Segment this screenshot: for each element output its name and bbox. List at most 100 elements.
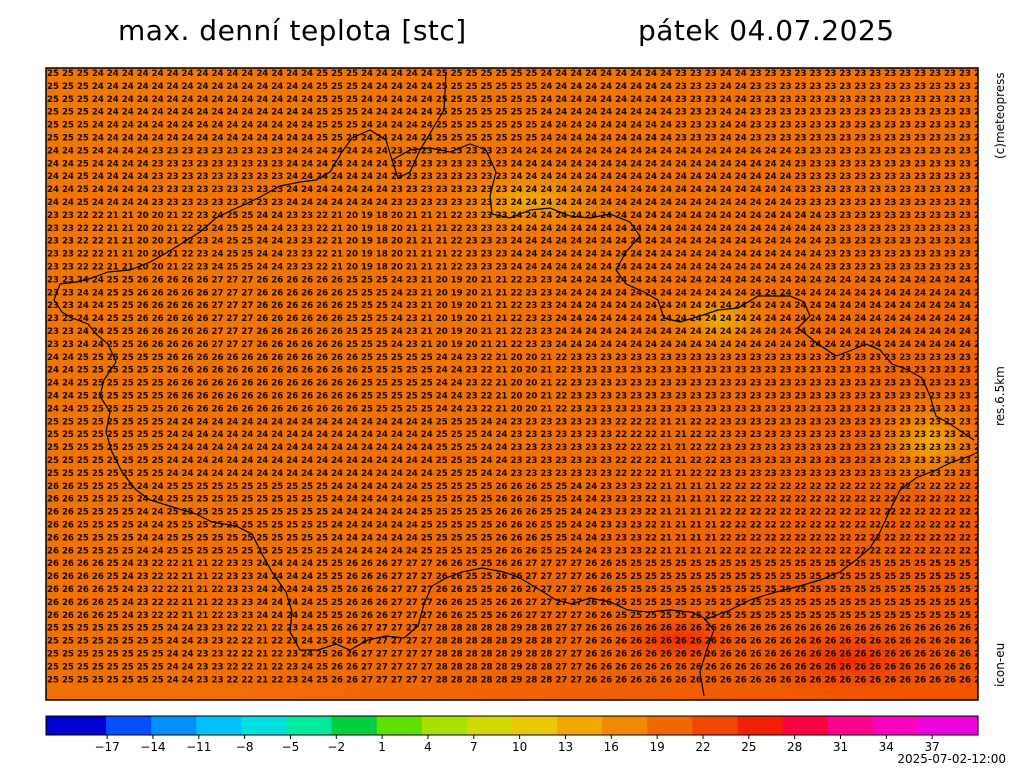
grid-value-row: 25 25 25 25 25 25 25 25 24 24 23 23 22 2… bbox=[47, 650, 1024, 660]
grid-value-row: 26 26 25 25 25 25 24 24 25 25 25 25 25 2… bbox=[47, 495, 1024, 505]
legend-color-cell bbox=[662, 716, 678, 735]
grid-value-row: 25 25 25 24 24 24 24 24 24 24 24 24 24 2… bbox=[47, 121, 1024, 131]
legend-color-cell bbox=[947, 716, 964, 735]
map-title: max. denní teplota [stc] bbox=[118, 14, 467, 47]
legend-color-cell bbox=[572, 716, 588, 735]
legend-color-cell bbox=[737, 716, 754, 735]
grid-value-row: 26 26 25 25 25 25 24 24 25 25 25 25 25 2… bbox=[47, 521, 1024, 531]
legend-tick-label: 25 bbox=[741, 740, 757, 754]
legend-color-cell bbox=[512, 716, 528, 735]
legend-color-cell bbox=[496, 716, 513, 735]
grid-value-row: 23 23 24 24 25 25 26 26 26 26 26 27 27 2… bbox=[47, 340, 1024, 350]
legend-color-cell bbox=[91, 716, 107, 735]
grid-value-row: 25 25 25 24 24 24 24 24 24 24 24 24 24 2… bbox=[47, 69, 1024, 79]
grid-value-row: 26 26 25 25 25 25 24 24 25 25 25 25 25 2… bbox=[47, 482, 1024, 492]
grid-value-row: 25 25 25 24 24 24 24 24 24 24 24 24 24 2… bbox=[47, 108, 1024, 118]
grid-value-row: 25 25 25 25 25 25 25 25 24 24 24 24 24 2… bbox=[47, 456, 1024, 466]
legend-color-cell bbox=[286, 716, 303, 735]
hot-zone bbox=[600, 610, 760, 670]
legend-color-cell bbox=[917, 716, 934, 735]
legend-color-cell bbox=[316, 716, 333, 735]
run-timestamp: 2025-07-02-12:00 bbox=[897, 752, 1006, 766]
grid-value-row: 24 24 25 24 24 24 24 23 23 23 23 23 23 2… bbox=[47, 159, 1024, 169]
legend-color-cell bbox=[707, 716, 724, 735]
legend-tick-label: −5 bbox=[281, 740, 300, 754]
map-frame bbox=[45, 67, 979, 701]
legend-color-cell bbox=[211, 716, 227, 735]
legend-color-cell bbox=[361, 716, 378, 735]
legend-color-cell bbox=[692, 716, 709, 735]
legend-color-cell bbox=[722, 716, 739, 735]
legend-color-cell bbox=[61, 716, 77, 735]
legend-color-cell bbox=[151, 716, 167, 735]
legend-color-cell bbox=[812, 716, 829, 735]
country-borders bbox=[53, 71, 978, 697]
grid-value-row: 24 24 25 24 24 24 24 23 23 23 23 23 23 2… bbox=[47, 185, 1024, 195]
grid-value-row: 25 25 25 24 24 24 24 24 24 24 24 24 24 2… bbox=[47, 134, 1024, 144]
legend-color-cell bbox=[376, 716, 393, 735]
grid-value-row: 25 25 25 24 24 24 24 24 24 24 24 24 24 2… bbox=[47, 95, 1024, 105]
legend-tick-label: 1 bbox=[378, 740, 386, 754]
grid-value-row: 23 23 22 22 21 21 20 20 21 22 23 24 25 2… bbox=[47, 263, 1024, 273]
legend-color-cell bbox=[331, 716, 348, 735]
grid-value-row: 25 25 25 25 25 25 25 25 24 24 24 24 24 2… bbox=[47, 469, 1024, 479]
legend-color-cell bbox=[542, 716, 558, 735]
legend-tick-label: 10 bbox=[511, 740, 528, 754]
hot-zone bbox=[740, 620, 960, 700]
legend-color-cell bbox=[76, 716, 92, 735]
legend-tick-label: 16 bbox=[603, 740, 619, 754]
grid-value-row: 25 25 25 25 25 25 25 25 24 24 24 24 24 2… bbox=[47, 417, 1024, 427]
legend-color-cell bbox=[241, 716, 258, 735]
grid-value-row: 23 23 24 24 25 25 26 26 26 26 26 27 27 2… bbox=[47, 275, 1024, 285]
legend-color-cell bbox=[617, 716, 633, 735]
legend-tick-label: 31 bbox=[832, 740, 849, 754]
legend-color-cell bbox=[842, 716, 859, 735]
cool-zone bbox=[420, 155, 640, 245]
legend-color-cell bbox=[872, 716, 889, 735]
grid-value-row: 24 24 25 24 24 24 24 23 23 23 23 23 23 2… bbox=[47, 146, 1024, 156]
legend-color-cell bbox=[346, 716, 363, 735]
legend-color-cell bbox=[827, 716, 844, 735]
legend-color-cell bbox=[767, 716, 784, 735]
color-legend-frame bbox=[45, 715, 979, 736]
legend-color-cell bbox=[466, 716, 483, 735]
legend-color-cell bbox=[46, 716, 62, 735]
temperature-value-grid: 25 25 25 24 24 24 24 24 24 24 24 24 24 2… bbox=[47, 69, 1024, 685]
legend-tick-label: −11 bbox=[186, 740, 212, 754]
legend-tick-label: 7 bbox=[469, 740, 478, 754]
legend-tick-label: 28 bbox=[787, 740, 803, 754]
legend-color-cell bbox=[481, 716, 498, 735]
grid-value-row: 25 25 25 25 25 25 25 25 24 24 24 24 24 2… bbox=[47, 430, 1024, 440]
legend-tick-label: 37 bbox=[924, 740, 940, 754]
grid-value-row: 24 24 25 25 25 25 25 25 26 26 26 26 26 2… bbox=[47, 379, 1024, 389]
cool-zone bbox=[650, 280, 790, 360]
legend-color-cell bbox=[301, 716, 318, 735]
legend-color-cell bbox=[136, 716, 152, 735]
legend-color-cell bbox=[121, 716, 137, 735]
legend-tick-label: −17 bbox=[94, 740, 120, 754]
grid-value-row: 25 25 25 24 24 24 24 24 24 24 24 24 24 2… bbox=[47, 82, 1024, 92]
grid-value-row: 26 26 26 26 25 24 23 22 22 21 21 22 23 2… bbox=[47, 559, 1024, 569]
grid-value-row: 23 23 22 22 21 21 20 20 21 22 23 24 25 2… bbox=[47, 211, 1024, 221]
grid-value-row: 23 23 22 22 21 21 20 20 21 22 23 24 25 2… bbox=[47, 250, 1024, 260]
legend-color-cell bbox=[166, 716, 182, 735]
legend-color-cell bbox=[782, 716, 799, 735]
legend-tick-label: −8 bbox=[235, 740, 254, 754]
grid-value-row: 24 24 25 24 24 24 24 23 23 23 23 23 23 2… bbox=[47, 198, 1024, 208]
map-date: pátek 04.07.2025 bbox=[638, 14, 895, 47]
grid-value-row: 26 26 25 25 25 25 24 24 25 25 25 25 25 2… bbox=[47, 533, 1024, 543]
grid-value-row: 25 25 25 25 25 25 25 25 24 24 23 23 22 2… bbox=[47, 624, 1024, 634]
legend-color-cell bbox=[421, 716, 438, 735]
legend-color-cell bbox=[962, 716, 979, 735]
grid-value-row: 23 23 24 24 25 25 26 26 26 26 26 27 27 2… bbox=[47, 301, 1024, 311]
grid-value-row: 25 25 25 25 25 25 25 25 24 24 23 23 22 2… bbox=[47, 662, 1024, 672]
legend-color-cell bbox=[557, 716, 573, 735]
legend-color-cell bbox=[677, 716, 693, 735]
legend-color-cell bbox=[887, 716, 904, 735]
grid-value-row: 24 24 25 25 25 25 25 25 26 26 26 26 26 2… bbox=[47, 392, 1024, 402]
legend-color-cell bbox=[271, 716, 288, 735]
legend-color-cell bbox=[632, 716, 648, 735]
legend-tick-label: 22 bbox=[695, 740, 711, 754]
